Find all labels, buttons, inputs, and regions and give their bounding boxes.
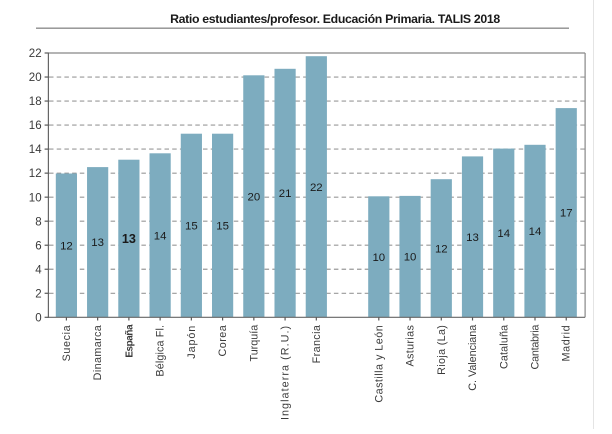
svg-text:20: 20 [248,191,261,203]
svg-text:6: 6 [35,240,41,252]
svg-text:2: 2 [35,288,41,300]
svg-text:17: 17 [560,208,573,220]
svg-text:10: 10 [372,252,385,264]
svg-text:15: 15 [216,221,229,233]
svg-text:Ratio estudiantes/profesor. Ed: Ratio estudiantes/profesor. Educación Pr… [170,12,500,26]
svg-text:14: 14 [529,226,542,238]
svg-text:14: 14 [497,228,510,240]
svg-text:14: 14 [29,144,42,156]
svg-text:C. Valenciana: C. Valenciana [467,325,479,391]
svg-text:12: 12 [435,243,448,255]
svg-text:Cantabria: Cantabria [530,325,542,370]
svg-text:Asturias: Asturias [405,325,417,367]
svg-text:16: 16 [29,120,42,132]
svg-text:22: 22 [29,48,42,60]
svg-text:8: 8 [35,216,41,228]
svg-text:14: 14 [154,230,167,242]
svg-text:Cataluña: Cataluña [498,325,510,369]
svg-text:Inglaterra (R.U.): Inglaterra (R.U.) [280,325,292,420]
svg-text:13: 13 [91,237,104,249]
svg-text:Francia: Francia [311,325,323,364]
svg-text:10: 10 [29,192,42,204]
svg-text:0: 0 [35,312,41,324]
svg-text:4: 4 [35,264,42,276]
svg-text:Turquía: Turquía [248,325,260,362]
svg-text:Castilla y León: Castilla y León [373,325,385,403]
svg-text:12: 12 [29,168,42,180]
svg-text:12: 12 [60,240,73,252]
svg-text:Japón: Japón [186,325,198,359]
svg-text:10: 10 [404,252,417,264]
svg-text:13: 13 [466,232,479,244]
svg-text:Corea: Corea [217,325,229,357]
svg-text:Dinamarca: Dinamarca [92,325,104,381]
svg-text:Bélgica Fl.: Bélgica Fl. [155,325,167,377]
svg-text:Madrid: Madrid [561,325,573,362]
svg-text:15: 15 [185,221,198,233]
svg-text:21: 21 [279,188,292,200]
svg-text:20: 20 [29,72,42,84]
svg-text:España: España [124,324,135,358]
svg-text:13: 13 [122,232,136,246]
svg-text:Rioja (La): Rioja (La) [436,325,448,375]
svg-text:18: 18 [29,96,42,108]
svg-text:Suecia: Suecia [61,325,73,362]
svg-text:22: 22 [310,182,323,194]
